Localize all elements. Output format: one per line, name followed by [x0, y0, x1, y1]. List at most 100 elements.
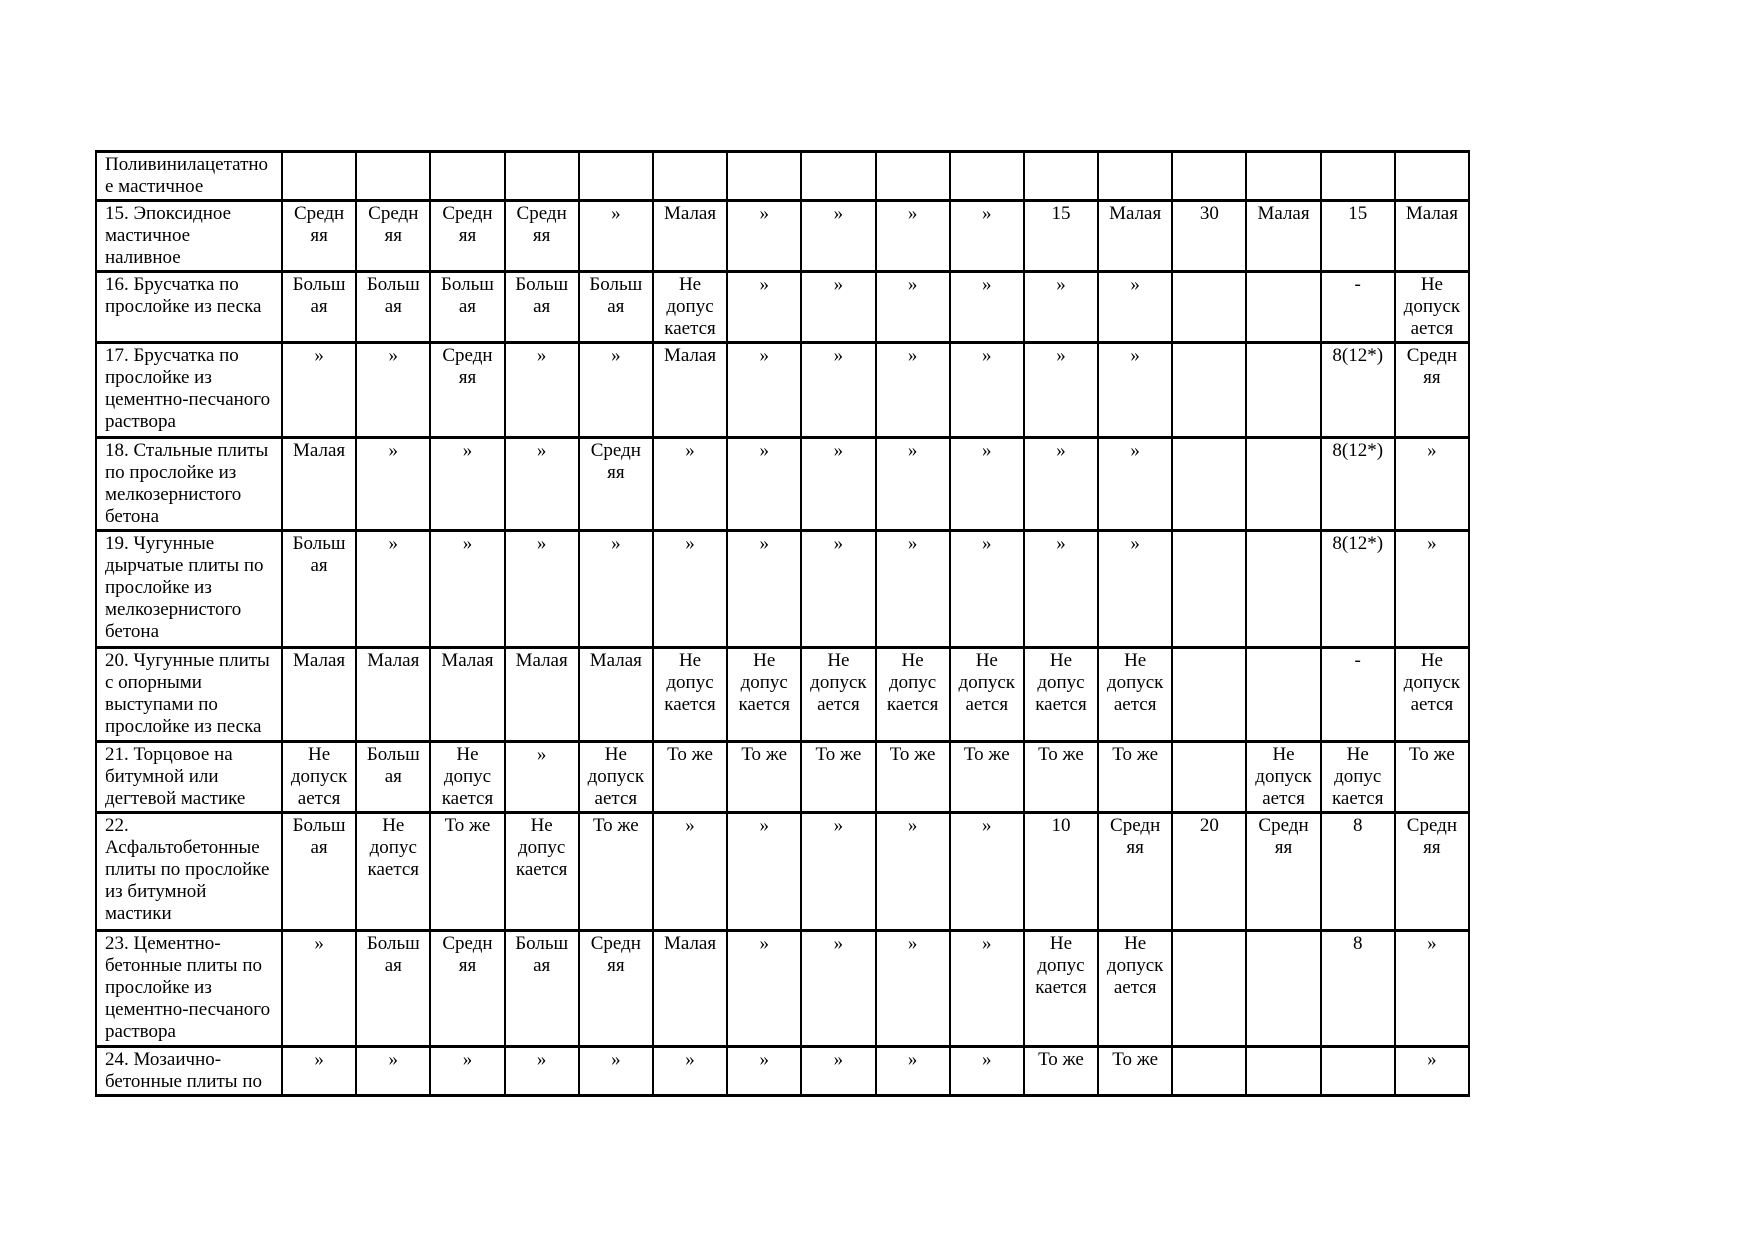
data-cell: »: [503, 1045, 580, 1097]
data-cell: Больш ая: [355, 929, 432, 1048]
data-cell: Больш ая: [503, 270, 580, 344]
data-cell: »: [1393, 929, 1471, 1048]
data-cell: Не допус кается: [355, 811, 432, 932]
data-cell: [1171, 341, 1248, 439]
data-cell: Средн яя: [577, 436, 654, 532]
data-cell: Средн яя: [429, 199, 506, 273]
data-cell: »: [800, 811, 877, 932]
data-cell: »: [726, 1045, 803, 1097]
data-cell: »: [651, 529, 729, 649]
row-label-cell: 17. Брусчатка по прослойке из цементно-п…: [95, 341, 283, 439]
data-cell: »: [726, 436, 803, 532]
data-cell: [1393, 150, 1471, 202]
row-label-cell: 16. Брусчатка по прослойке из песка: [95, 270, 283, 344]
data-cell: »: [726, 341, 803, 439]
data-cell: [503, 150, 580, 202]
data-cell: Не допуск ается: [800, 646, 877, 743]
data-cell: »: [1393, 529, 1471, 649]
data-cell: То же: [651, 740, 729, 814]
row-label-cell: 15. Эпоксидное мастичное наливное: [95, 199, 283, 273]
table-row: 16. Брусчатка по прослойке из песка Больш…: [95, 270, 1471, 344]
table-row: 21. Торцовое на битумной или дегтевой ма…: [95, 740, 1471, 814]
data-cell: Не допус кается: [1022, 929, 1100, 1048]
data-cell: »: [800, 436, 877, 532]
data-cell: То же: [1022, 740, 1100, 814]
data-cell: То же: [948, 740, 1025, 814]
data-cell: 8(12*): [1319, 529, 1396, 649]
data-cell: »: [1022, 436, 1100, 532]
data-cell: Средн яя: [1097, 811, 1174, 932]
row-label-cell: 18. Стальные плиты по прослойке из мелко…: [95, 436, 283, 532]
data-cell: [726, 150, 803, 202]
data-cell: Малая: [355, 646, 432, 743]
data-cell: [1022, 150, 1100, 202]
data-cell: [1171, 740, 1248, 814]
data-cell: [1319, 150, 1396, 202]
data-cell: Средн яя: [503, 199, 580, 273]
data-cell: [1245, 150, 1322, 202]
data-cell: Не допуск ается: [280, 740, 358, 814]
data-cell: »: [948, 341, 1025, 439]
data-cell: Малая: [651, 199, 729, 273]
data-cell: »: [874, 270, 951, 344]
data-cell: 10: [1022, 811, 1100, 932]
table-row: 17. Брусчатка по прослойке из цементно-п…: [95, 341, 1471, 439]
data-cell: »: [1097, 341, 1174, 439]
row-label-cell: 20. Чугунные плиты с опорными выступами …: [95, 646, 283, 743]
data-cell: [1245, 529, 1322, 649]
row-label-cell: 22. Асфальтобетонные плиты по прослойке …: [95, 811, 283, 932]
data-cell: [429, 150, 506, 202]
data-cell: »: [800, 929, 877, 1048]
table-row: 23. Цементно- бетонные плиты по прослойк…: [95, 929, 1471, 1048]
data-cell: [1245, 341, 1322, 439]
data-cell: Не допус кается: [503, 811, 580, 932]
data-cell: Больш ая: [355, 740, 432, 814]
flooring-table: Поливинилацетатно е мастичное 15. Эпоксид…: [95, 150, 1471, 1097]
data-cell: »: [429, 529, 506, 649]
data-cell: Средн яя: [280, 199, 358, 273]
data-cell: Не допуск ается: [577, 740, 654, 814]
data-cell: »: [577, 529, 654, 649]
data-cell: »: [651, 436, 729, 532]
data-cell: »: [1022, 341, 1100, 439]
data-cell: То же: [726, 740, 803, 814]
data-cell: Средн яя: [1393, 341, 1471, 439]
data-cell: »: [503, 529, 580, 649]
data-cell: »: [726, 270, 803, 344]
data-cell: [1171, 270, 1248, 344]
data-cell: Не допуск ается: [1097, 929, 1174, 1048]
table-row: 22. Асфальтобетонные плиты по прослойке …: [95, 811, 1471, 932]
table-row: Поливинилацетатно е мастичное: [95, 150, 1471, 202]
data-cell: [1245, 646, 1322, 743]
data-cell: »: [280, 929, 358, 1048]
data-cell: Больш ая: [577, 270, 654, 344]
data-cell: Малая: [1245, 199, 1322, 273]
data-cell: »: [874, 436, 951, 532]
data-cell: То же: [1393, 740, 1471, 814]
data-cell: Не допуск ается: [1393, 270, 1471, 344]
data-cell: »: [577, 341, 654, 439]
data-cell: Не допус кается: [429, 740, 506, 814]
data-cell: То же: [1097, 1045, 1174, 1097]
row-label-cell: 24. Мозаично- бетонные плиты по: [95, 1045, 283, 1097]
row-label-cell: 23. Цементно- бетонные плиты по прослойк…: [95, 929, 283, 1048]
data-cell: Больш ая: [355, 270, 432, 344]
data-cell: [1171, 1045, 1248, 1097]
data-cell: »: [1022, 270, 1100, 344]
data-cell: [874, 150, 951, 202]
data-cell: »: [726, 529, 803, 649]
data-cell: 15: [1022, 199, 1100, 273]
data-cell: [651, 150, 729, 202]
data-cell: Малая: [1393, 199, 1471, 273]
data-cell: [948, 150, 1025, 202]
data-cell: [800, 150, 877, 202]
data-cell: »: [1097, 529, 1174, 649]
data-cell: »: [503, 341, 580, 439]
data-cell: Не допус кается: [651, 646, 729, 743]
data-cell: 8(12*): [1319, 341, 1396, 439]
data-cell: [1245, 270, 1322, 344]
data-cell: Малая: [503, 646, 580, 743]
data-cell: Малая: [577, 646, 654, 743]
data-cell: То же: [1097, 740, 1174, 814]
data-cell: »: [1022, 529, 1100, 649]
